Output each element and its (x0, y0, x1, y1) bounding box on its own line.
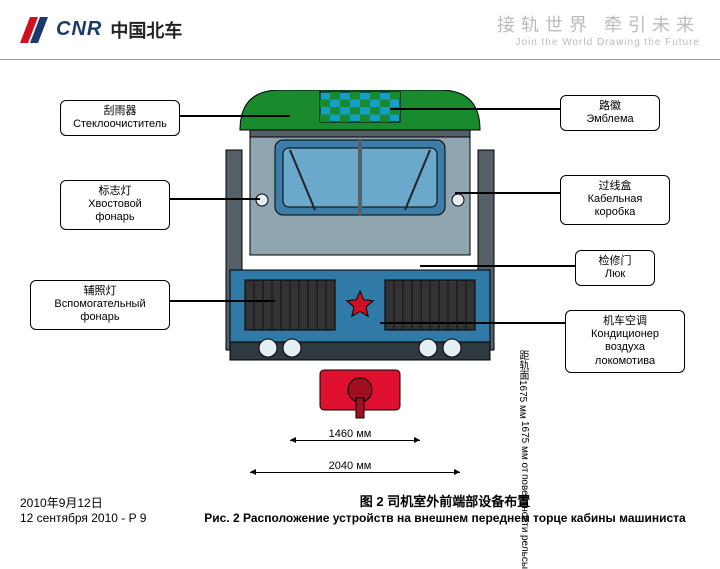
footer: 2010年9月12日 12 сентября 2010 - P 9 图 2 司机… (0, 490, 720, 540)
date-cn: 2010年9月12日 (20, 494, 190, 511)
callout-cn: 机车空调 (574, 315, 676, 328)
logo-angle-icon (20, 17, 48, 43)
callout-cn: 辅照灯 (39, 285, 161, 298)
slogan-en: Join the World Drawing the Future (497, 37, 700, 48)
dim-1460: 1460 мм (310, 428, 390, 440)
callout-aircon: 机车空调 Кондиционер воздуха локомотива (565, 310, 685, 373)
callout-cn: 路徽 (569, 100, 651, 113)
vdim-ru1: 1675 мм от (510, 421, 530, 472)
callout-cn: 过线盒 (569, 180, 661, 193)
caption-cn: 图 2 司机室外前端部设备布置 (190, 494, 700, 511)
callout-ru: Кондиционер воздуха локомотива (574, 328, 676, 368)
footer-date: 2010年9月12日 12 сентября 2010 - P 9 (20, 494, 190, 525)
dim-line-2040 (250, 472, 460, 473)
callout-ru: Кабельная коробка (569, 193, 661, 219)
callout-ru: Стеклоочиститель (69, 118, 171, 131)
dim-2040: 2040 мм (310, 460, 390, 472)
header: CNR 中国北车 接轨世界 牵引未来 Join the World Drawin… (0, 0, 720, 60)
callout-cn: 刮雨器 (69, 105, 171, 118)
slogan-cn: 接轨世界 牵引未来 (497, 11, 700, 37)
callout-marker-light: 标志灯 Хвостовой фонарь (60, 180, 170, 230)
logo-text: CNR (56, 18, 102, 41)
caption-ru: Рис. 2 Расположение устройств на внешнем… (190, 511, 700, 527)
callout-cn: 标志灯 (69, 185, 161, 198)
callout-emblem: 路徽 Эмблема (560, 95, 660, 131)
locomotive-front (220, 90, 500, 420)
callout-aux-light: 辅照灯 Вспомогательный фонарь (30, 280, 170, 330)
callout-hatch: 检修门 Люк (575, 250, 655, 286)
date-ru: 12 сентября 2010 - P 9 (20, 511, 190, 525)
callout-ru: Люк (584, 268, 646, 281)
callout-wiper: 刮雨器 Стеклоочиститель (60, 100, 180, 136)
logo-block: CNR 中国北车 (20, 17, 182, 43)
dim-line-1460 (290, 440, 420, 441)
diagram-stage: 刮雨器 Стеклоочиститель 标志灯 Хвостовой фонар… (0, 60, 720, 490)
callout-ru: Хвостовой фонарь (69, 198, 161, 224)
footer-caption: 图 2 司机室外前端部设备布置 Рис. 2 Расположение устр… (190, 494, 700, 526)
callout-ru: Вспомогательный фонарь (39, 298, 161, 324)
dim-vertical-1675: 距轨面1675 мм 1675 мм от поверхности рельсы (510, 350, 530, 450)
logo-cn: 中国北车 (110, 17, 182, 43)
vdim-cn: 距轨面1675 мм (510, 350, 530, 419)
slogan: 接轨世界 牵引未来 Join the World Drawing the Fut… (497, 11, 700, 48)
callout-cn: 检修门 (584, 255, 646, 268)
callout-ru: Эмблема (569, 113, 651, 126)
callout-cable-box: 过线盒 Кабельная коробка (560, 175, 670, 225)
